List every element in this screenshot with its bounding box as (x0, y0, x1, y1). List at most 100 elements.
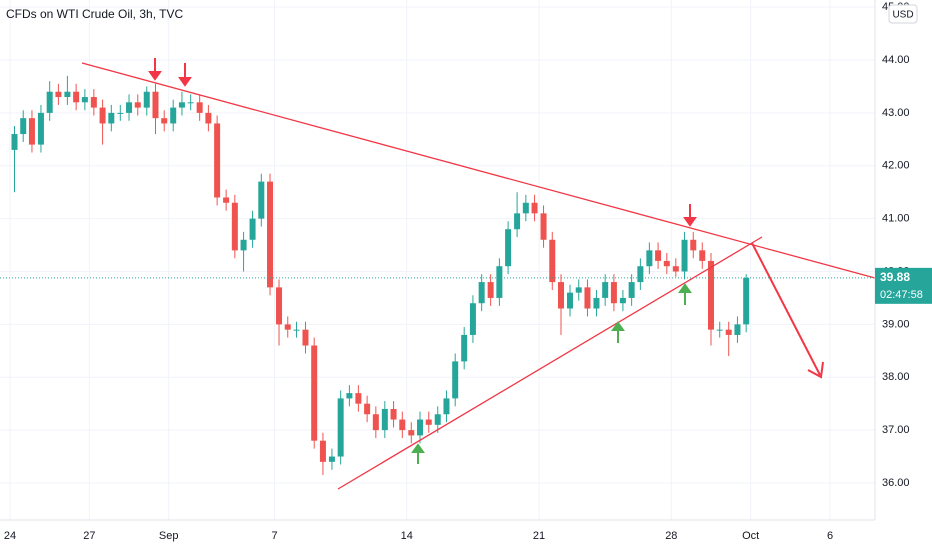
candle-body (584, 287, 591, 309)
candle-body (663, 260, 670, 267)
candle-body (540, 213, 547, 240)
projection-arrow-head (807, 361, 824, 379)
grid (0, 0, 875, 520)
candle-body (390, 408, 397, 420)
candle-body (81, 97, 88, 103)
x-tick-label: 21 (533, 530, 545, 542)
candle-body (434, 414, 441, 425)
candle-body (258, 181, 265, 219)
candle-body (505, 229, 512, 267)
y-tick-label: 38.00 (882, 371, 910, 383)
candle-body (734, 324, 741, 335)
resistance-line (81, 62, 876, 279)
candle-body (284, 324, 291, 330)
candle-body (399, 419, 406, 431)
candle-body (28, 118, 35, 145)
y-tick-label: 39.00 (882, 318, 910, 330)
candle-body (707, 260, 714, 330)
candle-body (364, 403, 371, 415)
currency-box[interactable] (888, 4, 918, 24)
candle-body (602, 282, 609, 298)
candle-body (328, 456, 335, 462)
candle-body (699, 250, 706, 261)
last-price-label: 39.88 (880, 270, 910, 284)
candle-body (381, 408, 388, 431)
candle-body (716, 329, 723, 331)
y-tick-label: 44.00 (882, 54, 910, 66)
up-arrow-head (411, 443, 425, 453)
x-tick-label: 28 (665, 530, 677, 542)
drawings (81, 58, 876, 490)
candle-body (187, 102, 194, 104)
candle-body (355, 393, 362, 404)
candle-body (73, 91, 80, 103)
candle-body (90, 97, 97, 108)
candle-body (743, 277, 750, 325)
candle-body (646, 250, 653, 267)
candle-body (249, 218, 256, 240)
up-arrows (411, 283, 692, 464)
y-tick-label: 41.00 (882, 213, 910, 225)
candle-body (655, 250, 662, 261)
down-arrows (148, 58, 697, 227)
candle-body (276, 287, 283, 325)
candle-body (126, 102, 133, 113)
down-arrow-head (148, 71, 162, 81)
support-line (337, 236, 763, 490)
candle-body (531, 202, 538, 214)
y-tick-label: 37.00 (882, 424, 910, 436)
candle-body (311, 345, 318, 441)
candle-body (143, 91, 150, 108)
projection-arrow (751, 242, 821, 376)
up-arrow-head (678, 283, 692, 293)
candle-body (337, 398, 344, 457)
candle-body (117, 112, 124, 114)
y-tick-label: 43.00 (882, 107, 910, 119)
x-tick-label: Sep (159, 530, 179, 542)
candle-body (567, 292, 574, 309)
candle-body (425, 419, 432, 425)
candle-body (46, 91, 53, 113)
candle-body (575, 287, 582, 293)
candle-body (64, 91, 71, 98)
candle-body (178, 102, 185, 108)
candle-body (161, 118, 168, 124)
x-tick-label: 24 (4, 530, 16, 542)
up-arrow-head (611, 321, 625, 331)
candle-body (267, 181, 274, 288)
candle-body (223, 197, 230, 203)
candle-body (214, 123, 221, 198)
candles (11, 75, 750, 476)
candle-body (681, 239, 688, 272)
candle-body (346, 393, 353, 399)
candle-body (672, 266, 679, 272)
currency-label: USD (892, 10, 913, 21)
candle-body (37, 112, 44, 145)
candle-body (619, 297, 626, 304)
candle-body (293, 329, 300, 331)
y-tick-label: 42.00 (882, 160, 910, 172)
candle-body (496, 266, 503, 298)
chart-title: CFDs on WTI Crude Oil, 3h, TVC (6, 7, 183, 21)
candle-body (99, 107, 106, 124)
y-tick-label: 36.00 (882, 477, 910, 489)
candle-body (205, 112, 212, 124)
candle-body (319, 440, 326, 462)
candle-body (549, 239, 556, 283)
candle-body (302, 329, 309, 346)
time-axis (0, 520, 875, 550)
candle-body (372, 414, 379, 431)
candle-body (231, 202, 238, 251)
candle-body (610, 282, 617, 304)
candle-body (196, 102, 203, 113)
candle-body (108, 112, 115, 124)
down-arrow-head (178, 77, 192, 87)
candle-body (20, 118, 27, 135)
x-tick-label: 6 (827, 530, 833, 542)
candle-body (461, 334, 468, 362)
candle-body (134, 102, 141, 108)
candle-body (725, 329, 732, 335)
candle-body (240, 239, 247, 251)
x-tick-label: 14 (401, 530, 413, 542)
